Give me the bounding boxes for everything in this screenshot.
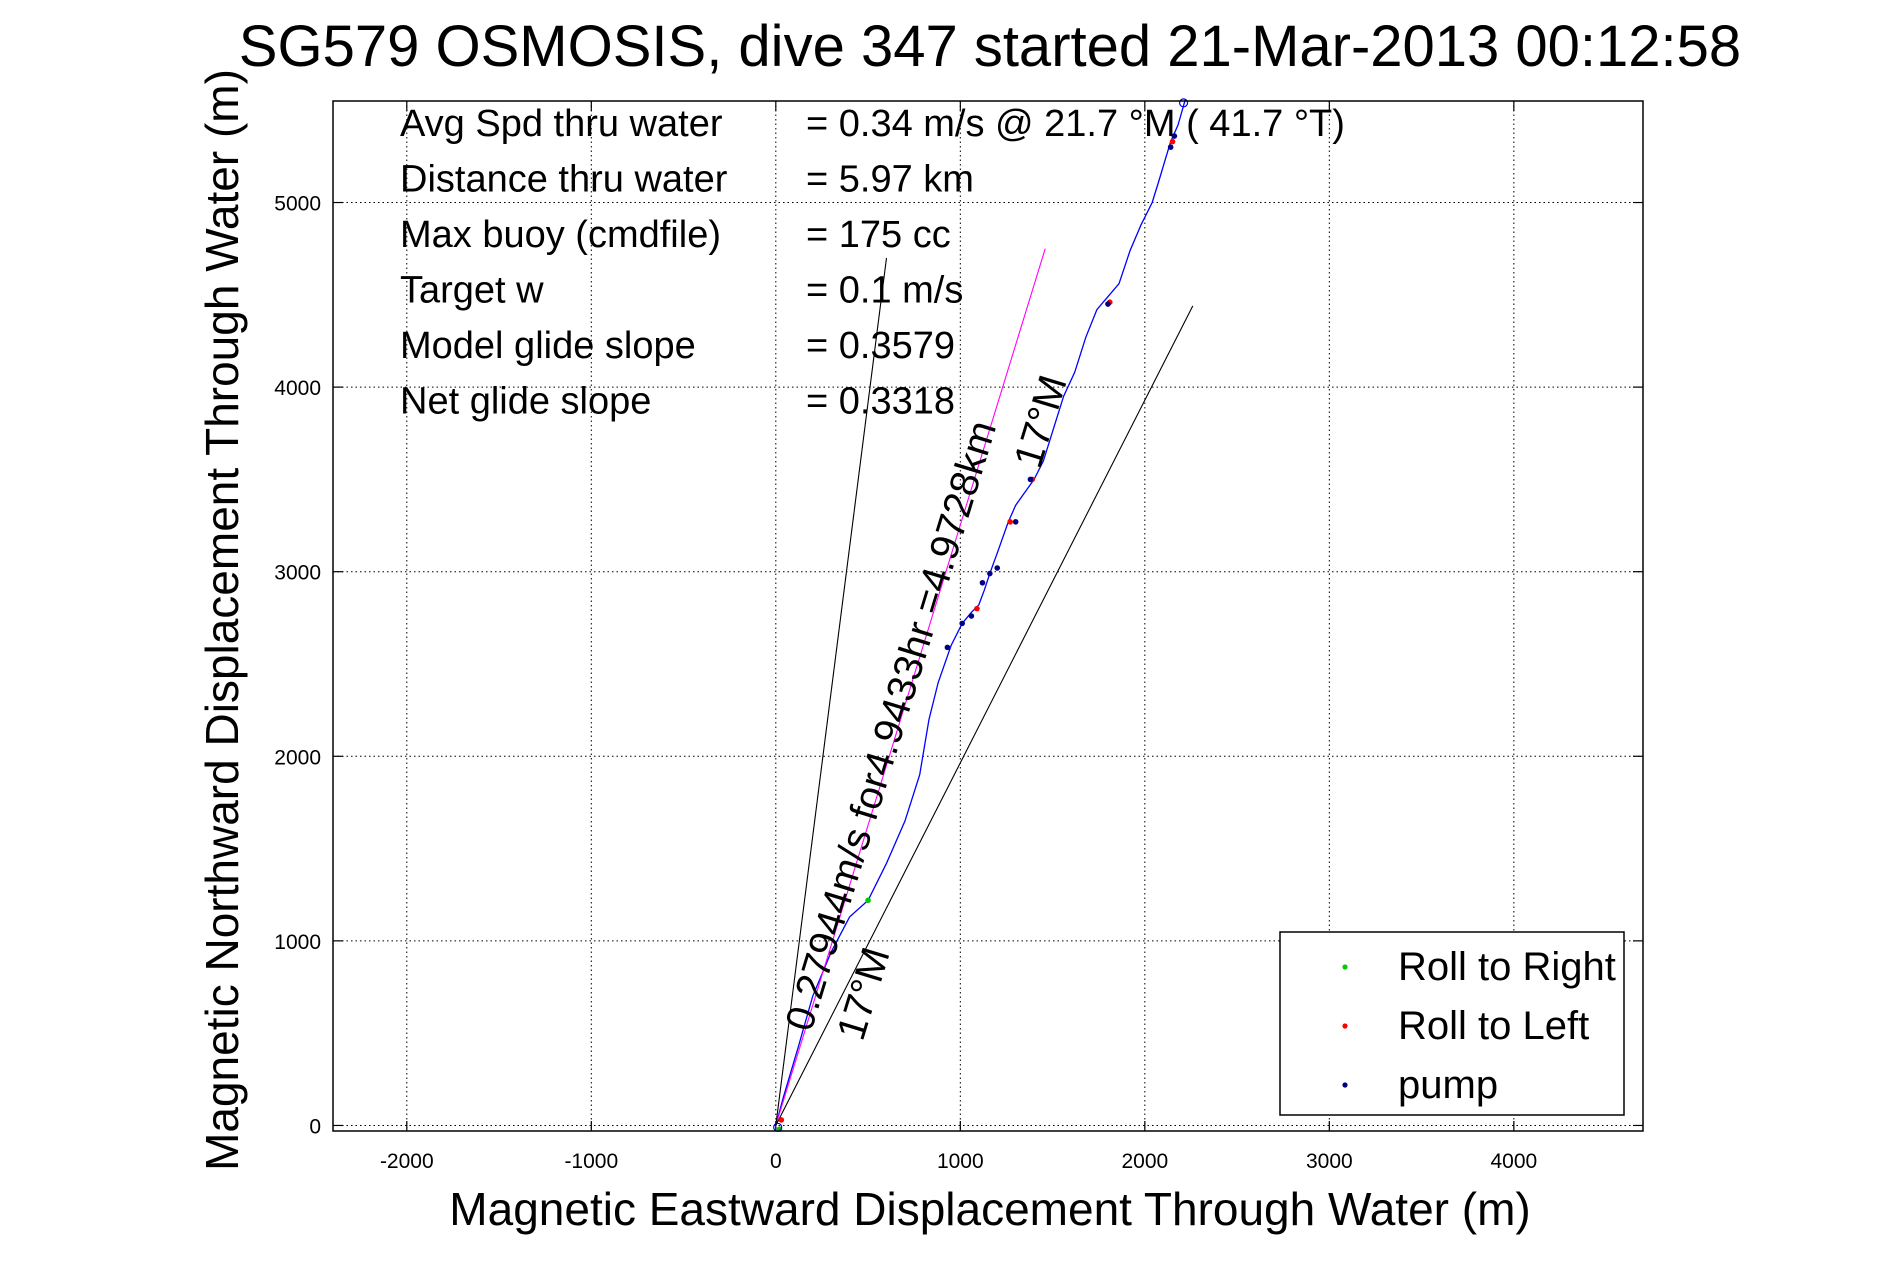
stats-value: = 0.1 m/s [806, 270, 963, 312]
legend-label: pump [1398, 1063, 1498, 1107]
series-3-line [775, 305, 1194, 1126]
data-point [968, 613, 975, 619]
data-point [865, 897, 871, 904]
stats-value: = 0.3318 [806, 381, 955, 423]
y-tick-label: 1000 [274, 931, 321, 954]
y-tick-label: 4000 [274, 377, 321, 400]
gridlines [333, 101, 1643, 1131]
x-tick-label: -1000 [564, 1150, 618, 1173]
x-tick-label: 3000 [1306, 1150, 1353, 1173]
data-point [994, 565, 1001, 571]
legend-marker [1342, 1023, 1348, 1029]
reference-line [775, 305, 1194, 1126]
legend-label: Roll to Right [1398, 945, 1616, 989]
legend-marker [1342, 1082, 1348, 1088]
stats-value: = 175 cc [806, 214, 951, 256]
series-2-line [775, 257, 888, 1126]
data-point [974, 605, 980, 612]
series-6-points [944, 133, 1178, 651]
y-axis-title: Magnetic Northward Displacement Through … [196, 69, 248, 1171]
ticks: -2000 -1000 0 1000 2000 3000 4000 0 1000 2000 3000… [274, 101, 1643, 1173]
data-point [1012, 519, 1019, 525]
y-tick-label: 3000 [274, 562, 321, 585]
stats-label: Max buoy (cmdfile) [400, 214, 721, 256]
x-tick-label: 2000 [1121, 1150, 1168, 1173]
data-point [959, 620, 965, 627]
x-tick-label: 1000 [937, 1150, 984, 1173]
y-tick-label: 0 [309, 1115, 321, 1138]
y-tick-label: 2000 [274, 746, 321, 769]
data-point [944, 644, 951, 651]
data-point [1007, 519, 1013, 525]
chart-title: SG579 OSMOSIS, dive 347 started 21-Mar-2… [239, 14, 1741, 79]
x-tick-label: 0 [770, 1150, 782, 1173]
series-layer [773, 98, 1194, 1132]
stats-value: = 5.97 km [806, 159, 974, 201]
stats-block: Avg Spd thru water = 0.34 m/s @ 21.7 °M (… [400, 103, 1345, 423]
data-point [1027, 476, 1034, 483]
stats-label: Target w [400, 270, 544, 312]
stats-label: Model glide slope [400, 325, 696, 367]
data-point [1169, 138, 1176, 145]
x-tick-label: -2000 [380, 1150, 434, 1173]
endpoint-marker [1178, 98, 1189, 108]
data-point [778, 1117, 785, 1123]
legend-label: Roll to Left [1398, 1004, 1589, 1048]
data-point [987, 570, 993, 577]
data-point [1105, 301, 1111, 307]
legend-box [1279, 931, 1625, 1116]
data-point [1167, 144, 1174, 150]
legend: Roll to Right Roll to Left pump [1279, 931, 1625, 1116]
reference-line [775, 248, 1046, 1126]
stats-label: Net glide slope [400, 381, 651, 423]
stats-label: Distance thru water [400, 159, 728, 201]
stats-value: = 0.3579 [806, 325, 955, 367]
legend-marker [1342, 964, 1348, 970]
x-tick-label: 4000 [1490, 1150, 1537, 1173]
data-point [979, 579, 986, 586]
stats-label: Avg Spd thru water [400, 103, 723, 145]
y-tick-label: 5000 [274, 193, 321, 216]
stats-value: = 0.34 m/s @ 21.7 °M ( 41.7 °T) [806, 103, 1345, 145]
axes-frame [332, 100, 1644, 1132]
data-point [1171, 133, 1178, 139]
series-1-line [775, 248, 1046, 1126]
reference-line [775, 257, 888, 1126]
x-axis-title: Magnetic Eastward Displacement Through W… [449, 1183, 1530, 1235]
